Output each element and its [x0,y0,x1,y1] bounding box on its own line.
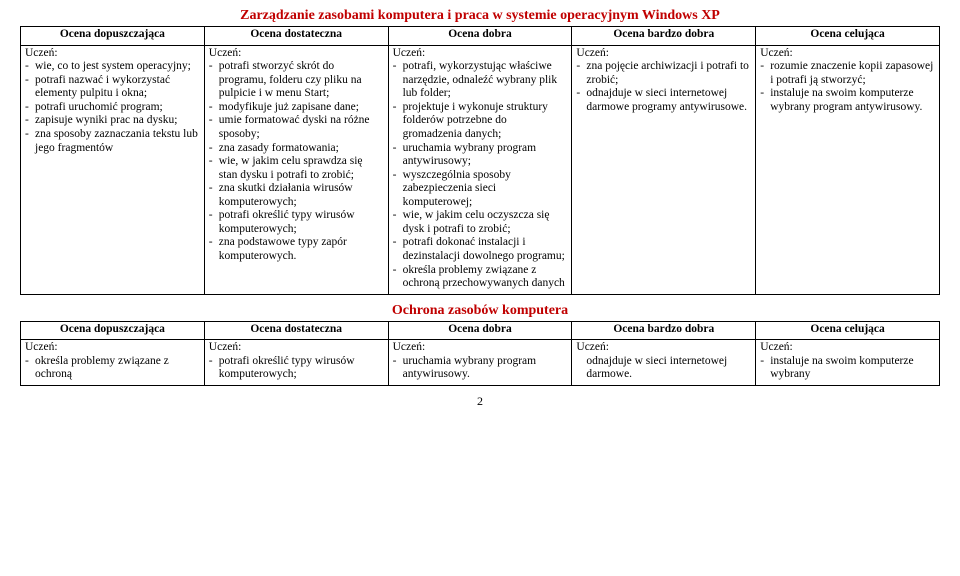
col-header: Ocena dostateczna [204,27,388,46]
list-item: potrafi dokonać instalacji i dezinstalac… [393,236,568,263]
cell-dopuszczajaca: Uczeń: wie, co to jest system operacyjny… [21,45,205,294]
criteria-list: potrafi, wykorzystując właściwe narzędzi… [393,60,568,291]
col-header: Ocena bardzo dobra [572,27,756,46]
cell-lead: Uczeń: [576,47,751,61]
table-row: Uczeń: określa problemy związane z ochro… [21,340,940,386]
list-item: modyfikuje już zapisane dane; [209,101,384,115]
cell-bardzo-dobra: Uczeń: zna pojęcie archiwizacji i potraf… [572,45,756,294]
col-header: Ocena dopuszczająca [21,321,205,340]
criteria-list: potrafi określić typy wirusów komputerow… [209,355,384,382]
col-header: Ocena dobra [388,27,572,46]
list-item: potrafi uruchomić program; [25,101,200,115]
list-item: określa problemy związane z ochroną prze… [393,264,568,291]
list-item: zapisuje wyniki prac na dysku; [25,114,200,128]
list-item: instaluje na swoim komputerze wybrany pr… [760,87,935,114]
col-header: Ocena bardzo dobra [572,321,756,340]
cell-dostateczna: Uczeń: potrafi stworzyć skrót do program… [204,45,388,294]
col-header: Ocena dopuszczająca [21,27,205,46]
list-item: wie, w jakim celu sprawdza się stan dysk… [209,155,384,182]
cell-lead: Uczeń: [393,341,568,355]
list-item: potrafi stworzyć skrót do programu, fold… [209,60,384,101]
list-item: potrafi, wykorzystując właściwe narzędzi… [393,60,568,101]
list-item: zna podstawowe typy zapór komputerowych. [209,236,384,263]
cell-celujaca: Uczeń: rozumie znaczenie kopii zapasowej… [756,45,940,294]
cell-lead: Uczeń: [393,47,568,61]
col-header: Ocena celująca [756,321,940,340]
criteria-list: potrafi stworzyć skrót do programu, fold… [209,60,384,263]
cell-dostateczna: Uczeń: potrafi określić typy wirusów kom… [204,340,388,386]
cell-lead: Uczeń: [209,341,384,355]
cell-dopuszczajaca: Uczeń: określa problemy związane z ochro… [21,340,205,386]
col-header: Ocena celująca [756,27,940,46]
section1-title: Zarządzanie zasobami komputera i praca w… [20,8,940,24]
cell-lead: Uczeń: [25,341,200,355]
list-item: wie, co to jest system operacyjny; [25,60,200,74]
list-item: potrafi określić typy wirusów komputerow… [209,355,384,382]
list-item: odnajduje w sieci internetowej darmowe. [576,355,751,382]
list-item: potrafi określić typy wirusów komputerow… [209,209,384,236]
list-item: zna sposoby zaznaczania tekstu lub jego … [25,128,200,155]
list-item: wyszczególnia sposoby zabezpieczenia sie… [393,169,568,210]
list-item: uruchamia wybrany program antywirusowy. [393,355,568,382]
table-row: Uczeń: wie, co to jest system operacyjny… [21,45,940,294]
grading-table-2: Ocena dopuszczająca Ocena dostateczna Oc… [20,321,940,386]
cell-celujaca: Uczeń: instaluje na swoim komputerze wyb… [756,340,940,386]
cell-lead: Uczeń: [760,341,935,355]
cell-lead: Uczeń: [25,47,200,61]
list-item: uruchamia wybrany program antywirusowy; [393,142,568,169]
criteria-list: instaluje na swoim komputerze wybrany [760,355,935,382]
criteria-list: określa problemy związane z ochroną [25,355,200,382]
list-item: rozumie znaczenie kopii zapasowej i potr… [760,60,935,87]
page-number: 2 [20,394,940,409]
criteria-list: wie, co to jest system operacyjny; potra… [25,60,200,155]
cell-lead: Uczeń: [576,341,751,355]
cell-bardzo-dobra: Uczeń: odnajduje w sieci internetowej da… [572,340,756,386]
cell-lead: Uczeń: [760,47,935,61]
cell-lead: Uczeń: [209,47,384,61]
grading-table-1: Ocena dopuszczająca Ocena dostateczna Oc… [20,26,940,295]
list-item: odnajduje w sieci internetowej darmowe p… [576,87,751,114]
list-item: zna pojęcie archiwizacji i potrafi to zr… [576,60,751,87]
cell-dobra: Uczeń: uruchamia wybrany program antywir… [388,340,572,386]
cell-dobra: Uczeń: potrafi, wykorzystując właściwe n… [388,45,572,294]
list-item: projektuje i wykonuje struktury folderów… [393,101,568,142]
table-header-row: Ocena dopuszczająca Ocena dostateczna Oc… [21,321,940,340]
list-item: zna skutki działania wirusów komputerowy… [209,182,384,209]
criteria-list: odnajduje w sieci internetowej darmowe. [576,355,751,382]
section2-title: Ochrona zasobów komputera [20,303,940,319]
criteria-list: uruchamia wybrany program antywirusowy. [393,355,568,382]
list-item: instaluje na swoim komputerze wybrany [760,355,935,382]
list-item: potrafi nazwać i wykorzystać elementy pu… [25,74,200,101]
list-item: wie, w jakim celu oczyszcza się dysk i p… [393,209,568,236]
list-item: określa problemy związane z ochroną [25,355,200,382]
col-header: Ocena dostateczna [204,321,388,340]
criteria-list: rozumie znaczenie kopii zapasowej i potr… [760,60,935,114]
list-item: zna zasady formatowania; [209,142,384,156]
criteria-list: zna pojęcie archiwizacji i potrafi to zr… [576,60,751,114]
col-header: Ocena dobra [388,321,572,340]
table-header-row: Ocena dopuszczająca Ocena dostateczna Oc… [21,27,940,46]
list-item: umie formatować dyski na różne sposoby; [209,114,384,141]
